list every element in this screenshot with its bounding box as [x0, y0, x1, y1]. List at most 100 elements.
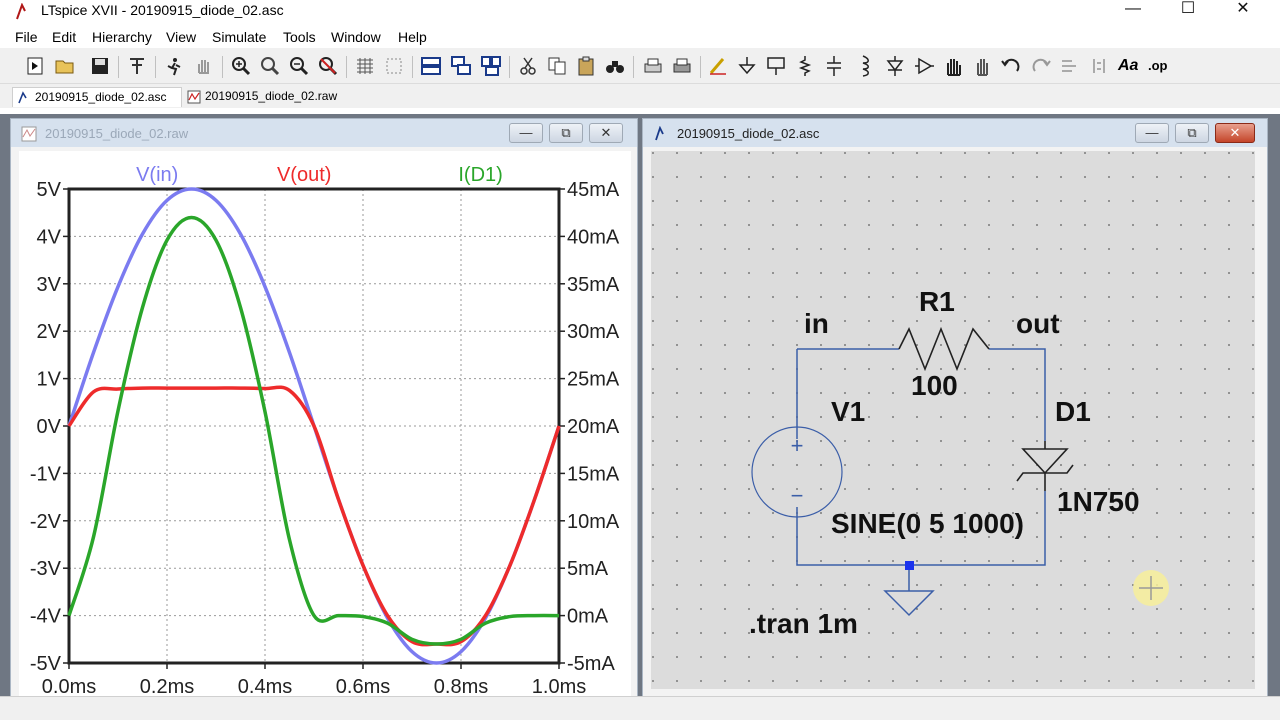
node-label-in[interactable]: in	[804, 308, 829, 339]
voltage-source-v1[interactable]: + −	[751, 426, 843, 518]
menu-file[interactable]: File	[15, 29, 38, 45]
y-tick-label-left: -5V	[30, 653, 62, 675]
menu-view[interactable]: View	[166, 29, 197, 45]
zoom-out-icon[interactable]	[288, 55, 310, 77]
resistor-icon[interactable]	[794, 55, 816, 77]
trace-legend-label: V(in)	[136, 164, 178, 186]
cascade-icon[interactable]	[450, 55, 472, 77]
resistor-r1[interactable]	[898, 326, 990, 372]
document-tab-bar: 20190915_diode_02.asc 20190915_diode_02.…	[0, 86, 1280, 108]
pan-icon[interactable]	[259, 55, 281, 77]
waveform-window-titlebar[interactable]: 20190915_diode_02.raw — ⧉ ✕	[11, 119, 637, 147]
diode-d1[interactable]	[1016, 441, 1074, 491]
y-tick-label-right: 30mA	[567, 321, 620, 343]
menu-simulate[interactable]: Simulate	[212, 29, 267, 45]
diode-icon[interactable]	[884, 55, 906, 77]
v1-value-label[interactable]: SINE(0 5 1000)	[831, 508, 1024, 539]
menu-help[interactable]: Help	[398, 29, 427, 45]
rotate-icon[interactable]	[1059, 55, 1081, 77]
ground-icon[interactable]	[736, 55, 758, 77]
schematic-restore-button[interactable]: ⧉	[1175, 123, 1209, 143]
grid-icon[interactable]	[383, 55, 405, 77]
mirror-icon[interactable]	[1088, 55, 1110, 77]
maximize-button[interactable]: ☐	[1180, 0, 1196, 17]
schematic-drawing[interactable]: + − in	[651, 151, 1255, 689]
y-tick-label-left: -3V	[30, 558, 62, 580]
open-folder-icon[interactable]	[54, 55, 76, 77]
y-tick-label-right: 35mA	[567, 274, 620, 296]
tab-schematic[interactable]: 20190915_diode_02.asc	[12, 87, 182, 107]
menu-edit[interactable]: Edit	[52, 29, 77, 45]
waveform-close-button[interactable]: ✕	[589, 123, 623, 143]
schematic-window-titlebar[interactable]: 20190915_diode_02.asc — ⧉ ✕	[643, 119, 1267, 147]
menu-hierarchy[interactable]: Hierarchy	[92, 29, 152, 45]
y-tick-label-left: 3V	[37, 274, 62, 296]
menu-window[interactable]: Window	[331, 29, 381, 45]
component-icon[interactable]	[913, 55, 935, 77]
minus-sign: −	[791, 483, 804, 508]
zoom-in-icon[interactable]	[230, 55, 252, 77]
schematic-close-button[interactable]: ✕	[1215, 123, 1255, 143]
status-bar	[0, 696, 1280, 720]
find-icon[interactable]	[604, 55, 626, 77]
label-net-icon[interactable]	[765, 55, 787, 77]
inductor-icon[interactable]	[852, 55, 874, 77]
ground-symbol[interactable]	[883, 590, 935, 617]
menu-bar: File Edit Hierarchy View Simulate Tools …	[0, 26, 1280, 48]
d1-value-label[interactable]: 1N750	[1057, 486, 1140, 517]
waveform-plot-area[interactable]: 5V 4V 3V 2V 1V 0V -1V -2V -3V -4V -5V 45mA 40mA 35mA 3…	[19, 151, 631, 699]
menu-tools[interactable]: Tools	[283, 29, 316, 45]
halt-icon[interactable]	[193, 55, 215, 77]
y-tick-label-left: 5V	[37, 179, 62, 201]
waveform-restore-button[interactable]: ⧉	[549, 123, 583, 143]
waveform-minimize-button[interactable]: —	[509, 123, 543, 143]
paste-icon[interactable]	[575, 55, 597, 77]
r1-name-label[interactable]: R1	[919, 286, 955, 317]
node-label-out[interactable]: out	[1016, 308, 1060, 339]
toolbar: Aa .op	[0, 50, 1280, 84]
spice-directive-icon[interactable]: .op	[1148, 58, 1168, 73]
waveform-plot[interactable]: 5V 4V 3V 2V 1V 0V -1V -2V -3V -4V -5V 45mA 40mA 35mA 3…	[19, 151, 631, 699]
autorange-icon[interactable]	[354, 55, 376, 77]
wire-icon[interactable]	[707, 55, 729, 77]
y-tick-label-left: 1V	[37, 369, 62, 391]
schematic-canvas[interactable]: + − in	[651, 151, 1255, 689]
zoom-fit-icon[interactable]	[317, 55, 339, 77]
new-schematic-icon[interactable]	[24, 55, 46, 77]
save-icon[interactable]	[89, 55, 111, 77]
minimize-button[interactable]: —	[1125, 0, 1141, 17]
drag-icon[interactable]	[971, 55, 993, 77]
y-tick-label-right: 40mA	[567, 226, 620, 248]
v1-name-label[interactable]: V1	[831, 396, 865, 427]
redo-icon[interactable]	[1030, 55, 1052, 77]
print-icon[interactable]	[671, 55, 693, 77]
plus-sign: +	[791, 433, 804, 458]
copy-icon[interactable]	[546, 55, 568, 77]
y-tick-label-right: 15mA	[567, 463, 620, 485]
y-tick-label-left: -1V	[30, 463, 62, 485]
x-tick-label: 0.8ms	[434, 676, 488, 698]
y-tick-label-right: 5mA	[567, 558, 609, 580]
control-panel-icon[interactable]	[126, 55, 148, 77]
run-icon[interactable]	[163, 55, 185, 77]
tile-horizontal-icon[interactable]	[420, 55, 442, 77]
tile-vertical-icon[interactable]	[480, 55, 502, 77]
cut-icon[interactable]	[517, 55, 539, 77]
capacitor-icon[interactable]	[823, 55, 845, 77]
window-title: LTspice XVII - 20190915_diode_02.asc	[41, 2, 284, 18]
tab-waveform[interactable]: 20190915_diode_02.raw	[183, 87, 353, 107]
schematic-wires	[796, 348, 1046, 591]
move-icon[interactable]	[942, 55, 964, 77]
undo-icon[interactable]	[1000, 55, 1022, 77]
y-tick-label-right: 20mA	[567, 416, 620, 438]
spice-directive-label[interactable]: .tran 1m	[749, 608, 858, 639]
r1-value-label[interactable]: 100	[911, 370, 958, 401]
y-tick-label-right: 10mA	[567, 511, 620, 533]
d1-name-label[interactable]: D1	[1055, 396, 1091, 427]
text-icon[interactable]: Aa	[1118, 57, 1139, 74]
y-tick-label-right: 45mA	[567, 179, 620, 201]
mdi-workspace: 20190915_diode_02.raw — ⧉ ✕ 5V 4V 3V 2V 1V 0V…	[0, 108, 1280, 720]
close-button[interactable]: ✕	[1236, 0, 1250, 17]
print-preview-icon[interactable]	[642, 55, 664, 77]
schematic-minimize-button[interactable]: —	[1135, 123, 1169, 143]
